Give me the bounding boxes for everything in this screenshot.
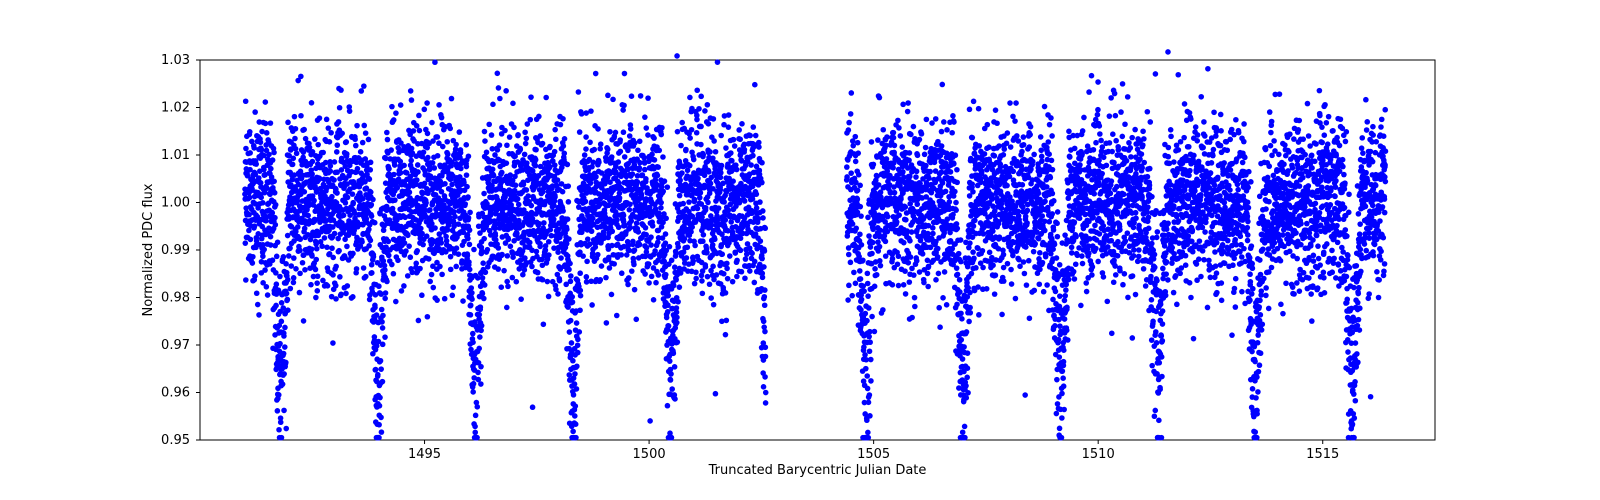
y-axis-label: Normalized PDC flux: [141, 183, 156, 316]
data-points: [242, 49, 1388, 440]
x-axis-label: Truncated Barycentric Julian Date: [708, 463, 927, 478]
y-tick-label: 1.00: [161, 196, 190, 211]
y-tick-label: 1.01: [161, 148, 190, 163]
x-tick-label: 1515: [1306, 447, 1339, 462]
y-tick-label: 0.98: [161, 291, 190, 306]
x-tick-label: 1500: [633, 447, 666, 462]
y-tick-label: 1.02: [161, 101, 190, 116]
light-curve-chart: 1495 1500 1505 1510 1515 0.95 0.96 0.97 0.98 0.99…: [0, 0, 1600, 500]
y-tick-label: 0.96: [161, 386, 190, 401]
x-tick-label: 1510: [1082, 447, 1115, 462]
x-tick-label: 1495: [408, 447, 441, 462]
x-tick-label: 1505: [857, 447, 890, 462]
chart-svg: 1495 1500 1505 1510 1515 0.95 0.96 0.97 0.98 0.99…: [0, 0, 1600, 500]
y-tick-label: 0.97: [161, 338, 190, 353]
y-tick-label: 0.95: [161, 433, 190, 448]
y-tick-label: 1.03: [161, 53, 190, 68]
y-tick-label: 0.99: [161, 243, 190, 258]
